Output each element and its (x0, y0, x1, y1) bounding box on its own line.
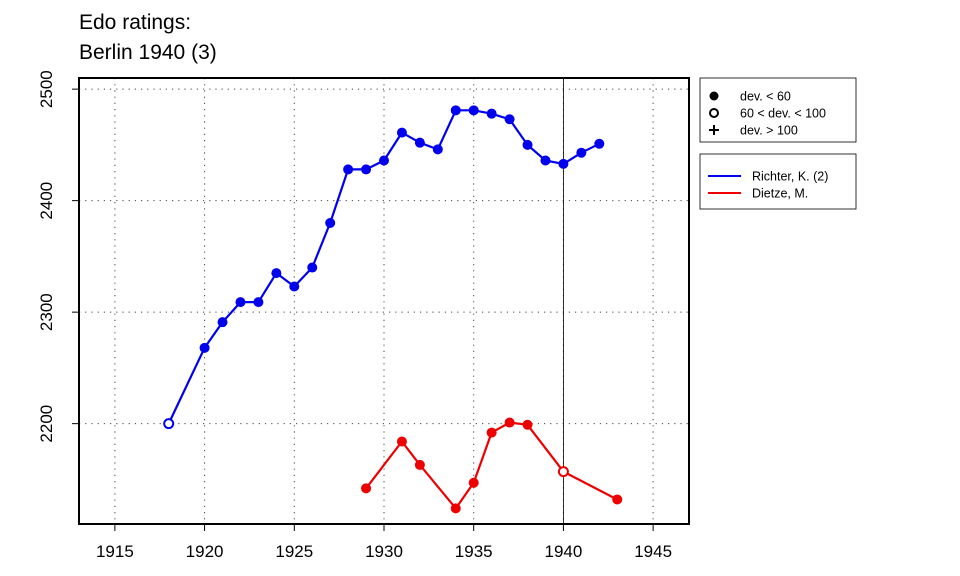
marker-legend-label: dev. > 100 (740, 124, 798, 138)
marker-legend-box (699, 77, 857, 143)
marker-legend-label: 60 < dev. < 100 (740, 107, 826, 121)
data-point (486, 108, 497, 119)
data-point (361, 164, 372, 175)
data-point (450, 105, 461, 116)
legend-marker-plus (709, 125, 719, 135)
chart-title-line-2: Berlin 1940 (3) (79, 41, 217, 64)
data-point (343, 164, 354, 175)
data-point (253, 297, 264, 308)
x-tick-label: 1940 (544, 542, 582, 561)
x-tick-label: 1930 (365, 542, 403, 561)
data-point (557, 466, 569, 478)
x-tick-label: 1925 (275, 542, 313, 561)
legend-marker-open (709, 108, 719, 118)
series-legend-label: Dietze, M. (752, 187, 808, 201)
data-point (396, 436, 407, 447)
series-legend-box (699, 153, 857, 210)
y-tick-label: 2200 (37, 405, 56, 443)
data-point (361, 483, 372, 494)
data-point (594, 138, 605, 149)
data-point (396, 127, 407, 138)
data-point (271, 268, 282, 279)
marker-legend: dev. < 60 60 < dev. < 100 dev. > 100 (699, 77, 857, 143)
data-point (504, 417, 515, 428)
data-point (235, 297, 246, 308)
legend-marker-filled (709, 91, 719, 101)
data-point (576, 147, 587, 158)
data-point (432, 144, 443, 155)
data-point (504, 114, 515, 125)
data-point (540, 155, 551, 166)
marker-legend-label: dev. < 60 (740, 90, 791, 104)
data-point (522, 419, 533, 430)
data-point (522, 139, 533, 150)
data-point (558, 158, 569, 169)
data-point (414, 459, 425, 470)
series-legend-label: Richter, K. (2) (752, 170, 828, 184)
data-point (486, 427, 497, 438)
data-point (307, 262, 318, 273)
data-point (450, 503, 461, 514)
x-tick-label: 1920 (186, 542, 224, 561)
data-point (325, 217, 336, 228)
data-point (414, 137, 425, 148)
series-legend: Richter, K. (2) Dietze, M. (699, 153, 857, 210)
chart-title: Edo ratings: Berlin 1940 (3) (79, 8, 217, 68)
data-point (468, 477, 479, 488)
data-point (289, 281, 300, 292)
data-point (199, 342, 210, 353)
y-tick-label: 2400 (37, 182, 56, 220)
y-tick-label: 2500 (37, 70, 56, 108)
x-tick-label: 1915 (96, 542, 134, 561)
series-line-2 (365, 421, 618, 510)
data-point (217, 317, 228, 328)
data-point (379, 155, 389, 166)
chart-title-line-1: Edo ratings: (79, 11, 192, 34)
x-tick-label: 1935 (455, 542, 493, 561)
data-point (468, 105, 479, 116)
x-tick-label: 1945 (634, 542, 672, 561)
data-point (163, 418, 175, 430)
data-point (612, 494, 623, 505)
y-tick-label: 2300 (37, 293, 56, 331)
